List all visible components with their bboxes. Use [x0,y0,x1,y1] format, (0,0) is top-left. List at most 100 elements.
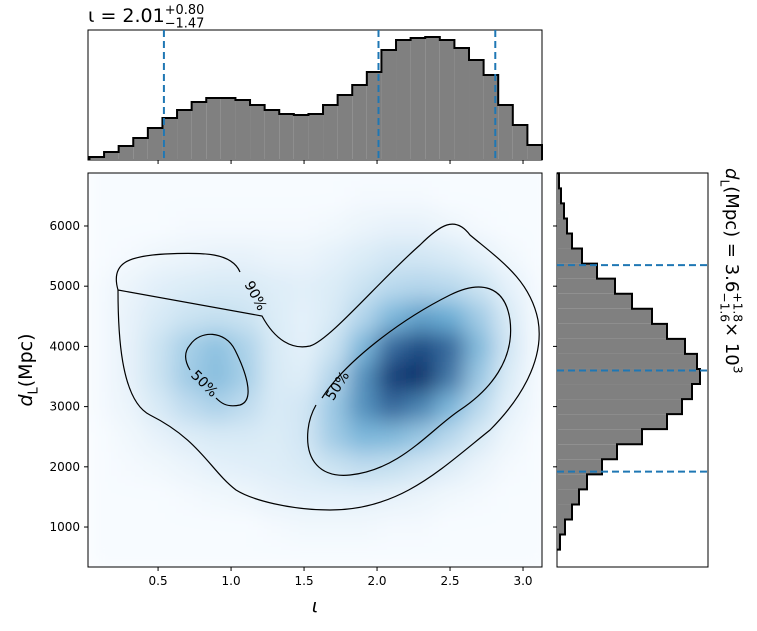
heat-cell [289,542,320,567]
heat-cell [347,271,378,302]
heat-cell [289,511,320,543]
contours [115,223,540,511]
label-part: d [15,394,37,407]
hist-bar [396,40,411,160]
heat-cell [260,451,290,483]
heat-cell [114,542,144,567]
y-axis-label: dL (Mpc) [15,334,42,407]
heat-cell [464,241,495,272]
heat-cell [231,421,261,453]
heat-cell [406,542,436,567]
heat-cell [143,361,174,393]
heat-cell [231,271,261,302]
heat-cell [464,481,495,513]
heat-cell [435,481,466,513]
heat-cell [201,391,232,423]
heat-cell [114,241,144,272]
heat-cell [464,511,495,543]
side-label: dL (Mpc) = 3.6+1.8−1.6 × 103 [718,168,745,374]
heat-cell [435,451,466,483]
heat-cell [260,210,290,242]
hist-bar [352,85,367,160]
heat-cell [114,451,144,483]
heat-cell [114,511,144,543]
heat-cell [143,180,174,212]
label-part: +0.80 [165,3,205,18]
contour-line [184,333,249,407]
heat-cell [260,481,290,513]
heat-cell [201,173,232,182]
heat-cell [377,301,407,332]
hist-bar [133,138,148,160]
heat-cell [172,271,203,302]
heat-cell [406,210,436,242]
heat-cell [143,271,174,302]
heat-cell [172,542,203,567]
heat-cell [289,421,320,453]
hist-bar [454,48,470,160]
heatmap-cells [88,173,542,567]
label-part: × 10 [721,322,742,366]
heat-cell [493,241,524,272]
hist-bar [89,157,105,160]
heat-cell [88,301,115,332]
heat-cell [493,301,524,332]
hist-bar [220,98,236,160]
heat-cell [201,271,232,302]
heat-cell [172,241,203,272]
heat-cell [523,542,542,567]
heat-cell [172,210,203,242]
label-part: −1.6 [718,292,732,322]
hist-bar [557,429,642,445]
axes-frame [87,172,543,568]
x-tick-label: 1.5 [295,574,314,588]
hist-bar [425,37,440,160]
heat-cell [289,451,320,483]
heat-cell [523,173,542,182]
heat-cell [172,451,203,483]
heat-cell [464,210,495,242]
heat-cell [114,331,144,362]
label-part: L [27,386,42,394]
hist-bar [557,459,602,475]
heat-cell [114,210,144,242]
heat-cell [464,391,495,423]
heat-cell [172,331,203,362]
heat-cell [143,511,174,543]
heat-cell [114,173,144,182]
heat-cell [289,241,320,272]
y-tick-label: 3000 [49,400,80,414]
heat-cell [201,331,232,362]
heat-cell [493,451,524,483]
label-part: +1.8 [731,292,745,322]
heat-cell [318,173,349,182]
heat-cell [318,271,349,302]
heat-cell [231,481,261,513]
y-tick-label: 4000 [49,339,80,353]
heat-cell [377,391,407,423]
heat-cell [493,271,524,302]
hist-bar [557,233,572,249]
hist-bar [557,534,560,550]
hist-bar [381,50,397,160]
label-part: (Mpc) = 3.6 [721,186,742,292]
heat-cell [143,173,174,182]
heat-cell [406,241,436,272]
hist-bar [293,115,309,160]
hist-bar [439,40,455,160]
heat-cell [114,271,144,302]
heat-cell [347,173,378,182]
heat-cell [435,331,466,362]
heat-cell [143,451,174,483]
heat-cell [143,331,174,362]
hist-bar [557,218,567,234]
label-part: ι = 2.01 [88,5,165,27]
heat-cell [114,391,144,423]
heat-cell [464,331,495,362]
hist-bar [557,263,597,279]
heat-cell [523,481,542,513]
heat-cell [260,511,290,543]
hist-bar [264,110,280,160]
hist-bar [557,323,667,339]
